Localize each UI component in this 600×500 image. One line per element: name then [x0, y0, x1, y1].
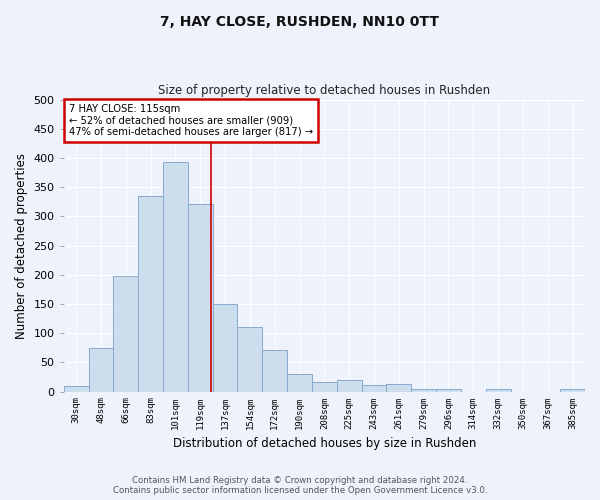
Bar [113, 276, 138, 392]
Bar [287, 374, 312, 392]
Bar [238, 328, 262, 392]
Text: 7 HAY CLOSE: 115sqm
← 52% of detached houses are smaller (909)
47% of semi-detac: 7 HAY CLOSE: 115sqm ← 52% of detached ho… [69, 104, 313, 137]
Bar [411, 388, 436, 392]
Bar [163, 162, 188, 392]
Bar [337, 380, 362, 392]
Bar [362, 385, 386, 392]
Bar [188, 204, 212, 392]
X-axis label: Distribution of detached houses by size in Rushden: Distribution of detached houses by size … [173, 437, 476, 450]
Bar [138, 196, 163, 392]
Bar [64, 386, 89, 392]
Bar [212, 304, 238, 392]
Title: Size of property relative to detached houses in Rushden: Size of property relative to detached ho… [158, 84, 490, 97]
Text: 7, HAY CLOSE, RUSHDEN, NN10 0TT: 7, HAY CLOSE, RUSHDEN, NN10 0TT [161, 15, 439, 29]
Bar [262, 350, 287, 392]
Bar [386, 384, 411, 392]
Bar [486, 388, 511, 392]
Bar [312, 382, 337, 392]
Bar [560, 389, 585, 392]
Bar [436, 389, 461, 392]
Bar [89, 348, 113, 392]
Text: Contains HM Land Registry data © Crown copyright and database right 2024.
Contai: Contains HM Land Registry data © Crown c… [113, 476, 487, 495]
Y-axis label: Number of detached properties: Number of detached properties [15, 152, 28, 338]
